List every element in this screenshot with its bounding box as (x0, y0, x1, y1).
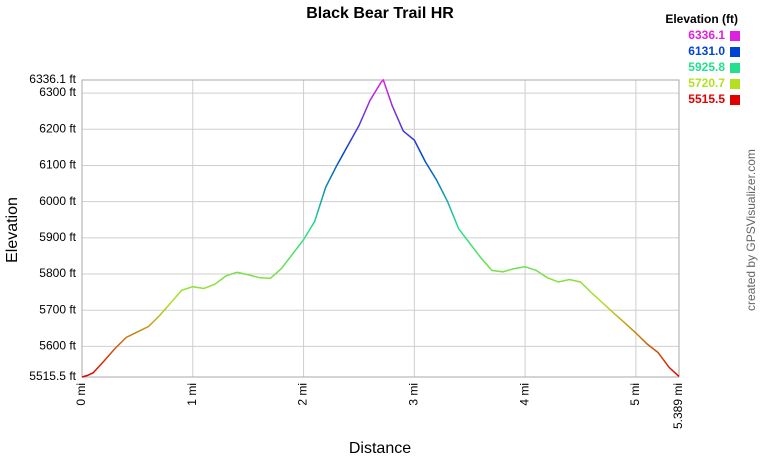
x-tick-label: 5 mi (628, 383, 642, 406)
x-tick-label: 0 mi (74, 383, 88, 406)
legend-swatch (730, 63, 740, 73)
x-tick-label: 5.389 mi (671, 383, 685, 429)
y-tick-label: 6100 ft (39, 158, 76, 172)
credit: created by GPSVisualizer.com (744, 149, 758, 311)
legend-label: 6336.1 (688, 28, 725, 42)
y-tick-label: 5900 ft (39, 230, 76, 244)
y-axis-title: Elevation (4, 197, 21, 263)
x-tick-label: 1 mi (185, 383, 199, 406)
legend-title: Elevation (ft) (665, 12, 738, 26)
legend-swatch (730, 95, 740, 105)
y-tick-label: 5700 ft (39, 302, 76, 316)
legend-swatch (730, 31, 740, 41)
plot-frame (81, 79, 680, 378)
x-axis-title: Distance (349, 440, 411, 457)
y-tick-label: 5600 ft (39, 339, 76, 353)
y-tick-label: 6000 ft (39, 194, 76, 208)
legend-label: 5925.8 (688, 60, 725, 74)
legend-label: 5515.5 (688, 92, 725, 106)
legend-swatch (730, 47, 740, 57)
x-tick-label: 4 mi (517, 383, 531, 406)
y-tick-label: 6300 ft (39, 85, 76, 99)
elevation-line (81, 78, 680, 378)
y-tick-label: 5800 ft (39, 266, 76, 280)
y-tick-label: 6336.1 ft (29, 72, 76, 86)
legend-label: 6131.0 (688, 44, 725, 58)
y-tick-label: 6200 ft (39, 121, 76, 135)
x-tick-label: 2 mi (296, 383, 310, 406)
legend-label: 5720.7 (688, 76, 725, 90)
chart-title: Black Bear Trail HR (306, 5, 454, 22)
x-tick-label: 3 mi (407, 383, 421, 406)
legend-swatch (730, 79, 740, 89)
y-tick-label: 5515.5 ft (29, 369, 76, 383)
